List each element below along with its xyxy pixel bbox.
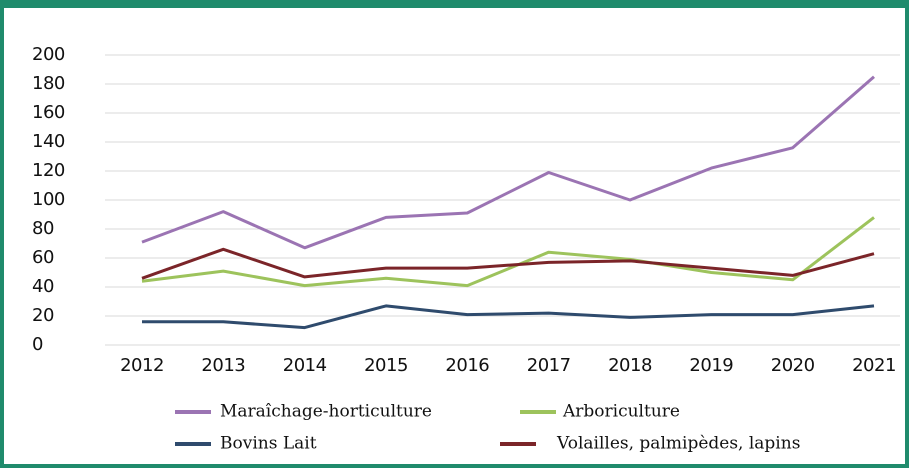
y-tick-label: 120 (32, 160, 65, 181)
y-tick-label: 60 (32, 247, 54, 268)
legend-label: Volailles, palmipèdes, lapins (556, 434, 800, 454)
y-tick-label: 200 (32, 44, 65, 65)
x-tick-label: 2020 (771, 355, 815, 376)
legend-label: Maraîchage-horticulture (220, 402, 432, 422)
x-tick-label: 2015 (364, 355, 408, 376)
x-tick-label: 2019 (689, 355, 733, 376)
y-tick-label: 80 (32, 218, 54, 239)
y-tick-label: 160 (32, 102, 65, 123)
x-tick-label: 2018 (608, 355, 652, 376)
y-tick-label: 0 (32, 334, 43, 355)
series-line (142, 304, 875, 330)
legend-label: Bovins Lait (220, 434, 317, 454)
frame-top (0, 0, 909, 8)
series-line (141, 75, 875, 250)
y-tick-label: 40 (32, 276, 54, 297)
y-tick-label: 180 (32, 73, 65, 94)
legend-label: Arboriculture (562, 402, 680, 422)
x-tick-label: 2014 (283, 355, 327, 376)
series-line (141, 247, 875, 280)
y-tick-label: 20 (32, 305, 54, 326)
x-tick-label: 2021 (852, 355, 896, 376)
series-line (141, 216, 875, 288)
x-tick-label: 2013 (201, 355, 245, 376)
y-tick-label: 100 (32, 189, 65, 210)
x-tick-label: 2016 (445, 355, 489, 376)
y-tick-label: 140 (32, 131, 65, 152)
x-tick-label: 2017 (527, 355, 571, 376)
x-tick-label: 2012 (120, 355, 164, 376)
